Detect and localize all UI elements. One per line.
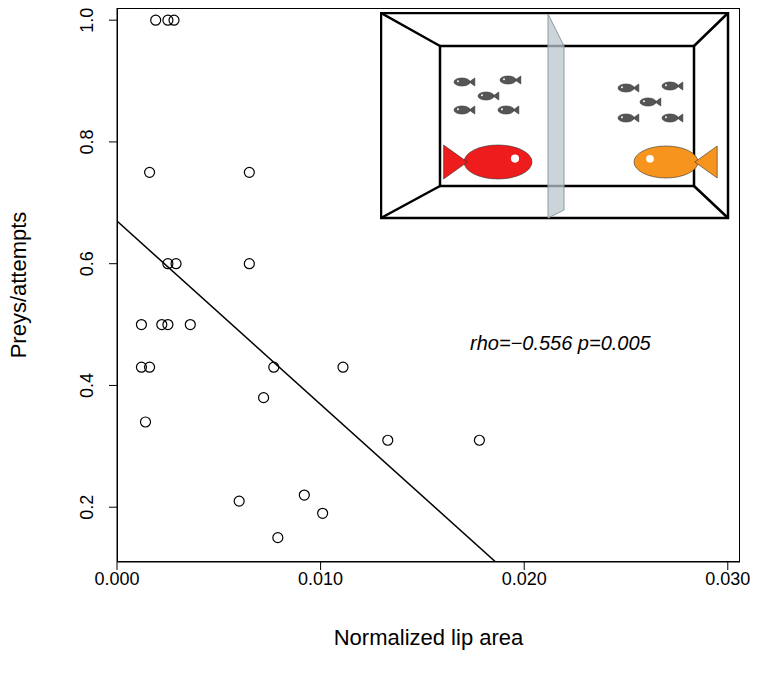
svg-text:0.030: 0.030 bbox=[705, 569, 750, 589]
svg-text:0.6: 0.6 bbox=[77, 251, 97, 276]
svg-text:1.0: 1.0 bbox=[77, 8, 97, 33]
svg-text:0.010: 0.010 bbox=[298, 569, 343, 589]
svg-text:Normalized lip area: Normalized lip area bbox=[334, 625, 524, 650]
svg-text:0.000: 0.000 bbox=[94, 569, 139, 589]
svg-text:Preys/attempts: Preys/attempts bbox=[6, 212, 31, 359]
svg-text:0.2: 0.2 bbox=[77, 495, 97, 520]
svg-text:0.8: 0.8 bbox=[77, 129, 97, 154]
svg-text:0.4: 0.4 bbox=[77, 373, 97, 398]
svg-text:0.020: 0.020 bbox=[502, 569, 547, 589]
html-text:rho=−0.556 p=0.005: rho=−0.556 p=0.005 bbox=[470, 332, 651, 354]
